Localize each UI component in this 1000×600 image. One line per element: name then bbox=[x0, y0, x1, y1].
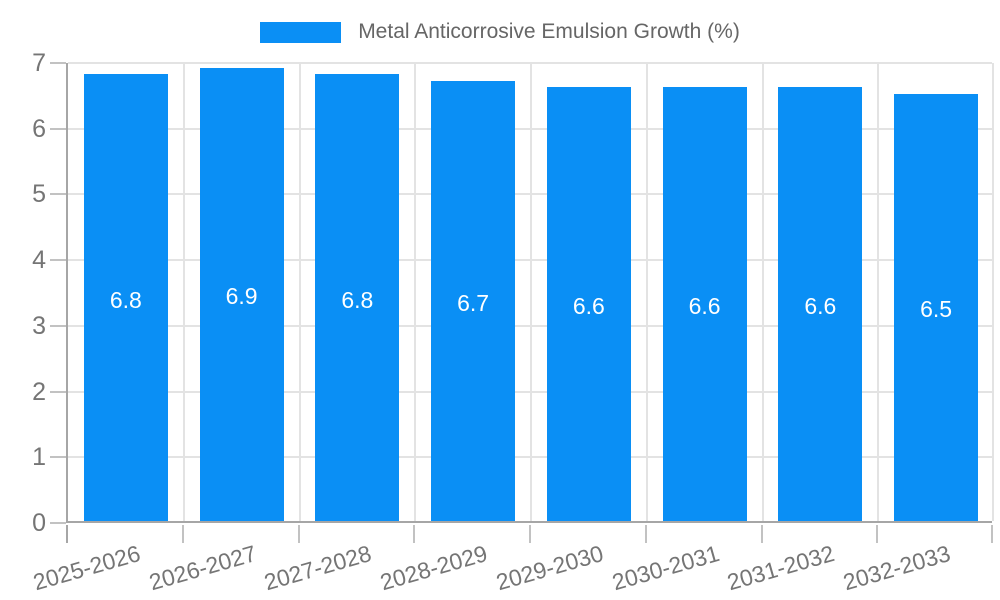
y-tick-label: 7 bbox=[32, 49, 46, 77]
x-tick-label: 2031-2032 bbox=[724, 540, 838, 596]
gridline-v bbox=[645, 63, 648, 521]
x-tick-mark bbox=[529, 525, 531, 543]
x-tick-mark bbox=[413, 525, 416, 543]
gridline-v bbox=[992, 63, 994, 521]
x-tick-label: 2029-2030 bbox=[493, 540, 607, 596]
bar-2029-2030[interactable] bbox=[546, 87, 631, 521]
x-tick-label: 2025-2026 bbox=[30, 540, 144, 596]
x-tick-mark bbox=[181, 525, 184, 543]
y-tick-mark bbox=[50, 522, 66, 524]
bar-2031-2032[interactable] bbox=[778, 87, 863, 521]
bar-2026-2027[interactable] bbox=[199, 67, 284, 521]
y-tick-mark bbox=[50, 193, 66, 196]
gridline-v bbox=[530, 63, 532, 521]
gridline-v bbox=[414, 63, 417, 521]
x-tick-mark bbox=[760, 525, 763, 543]
y-tick-mark bbox=[50, 456, 66, 459]
x-tick-mark bbox=[644, 525, 647, 543]
bar-value-label: 6.6 bbox=[804, 293, 837, 320]
x-tick-mark bbox=[876, 525, 879, 543]
x-tick-label: 2028-2029 bbox=[377, 540, 491, 596]
gridline-v bbox=[182, 63, 185, 521]
plot-area: 6.8 6.9 6.8 6.7 6.6 6.6 6.6 6.5 bbox=[66, 62, 994, 523]
legend-label: Metal Anticorrosive Emulsion Growth (%) bbox=[358, 20, 740, 43]
y-tick-label: 3 bbox=[32, 311, 46, 340]
bar-2027-2028[interactable] bbox=[315, 74, 400, 521]
y-tick-label: 4 bbox=[32, 246, 46, 275]
bar-value-label: 6.8 bbox=[109, 286, 142, 313]
bar-value-label: 6.6 bbox=[688, 293, 721, 320]
y-tick-label: 1 bbox=[32, 443, 46, 472]
x-tick-mark bbox=[66, 525, 68, 543]
y-tick-mark bbox=[50, 62, 66, 64]
y-tick-label: 0 bbox=[32, 509, 46, 537]
x-tick-label: 2026-2027 bbox=[145, 540, 259, 596]
bar-2025-2026[interactable] bbox=[83, 74, 168, 521]
bar-value-label: 6.5 bbox=[920, 296, 953, 323]
x-tick-label: 2032-2033 bbox=[840, 540, 954, 596]
bar-value-label: 6.8 bbox=[341, 286, 374, 313]
y-tick-mark bbox=[50, 127, 66, 130]
x-tick-label: 2027-2028 bbox=[261, 540, 375, 596]
x-tick-mark bbox=[297, 525, 300, 543]
gridline-v bbox=[298, 63, 301, 521]
legend-item[interactable]: Metal Anticorrosive Emulsion Growth (%) bbox=[0, 20, 1000, 44]
bar-2028-2029[interactable] bbox=[431, 80, 516, 521]
bar-value-label: 6.7 bbox=[457, 289, 490, 316]
y-tick-mark bbox=[50, 324, 66, 327]
bar-value-label: 6.9 bbox=[225, 283, 258, 310]
x-tick-label: 2030-2031 bbox=[608, 540, 722, 596]
bar-2030-2031[interactable] bbox=[662, 87, 747, 521]
bar-value-label: 6.6 bbox=[572, 293, 605, 320]
legend-swatch bbox=[260, 21, 342, 43]
gridline-v bbox=[877, 63, 880, 521]
y-tick-label: 5 bbox=[32, 180, 46, 209]
bar-2032-2033[interactable] bbox=[894, 93, 979, 521]
y-tick-mark bbox=[50, 390, 66, 393]
y-tick-label: 2 bbox=[32, 377, 46, 406]
gridline-v bbox=[761, 63, 764, 521]
y-tick-label: 6 bbox=[32, 114, 46, 143]
x-tick-mark bbox=[991, 525, 993, 543]
y-tick-mark bbox=[50, 259, 66, 262]
